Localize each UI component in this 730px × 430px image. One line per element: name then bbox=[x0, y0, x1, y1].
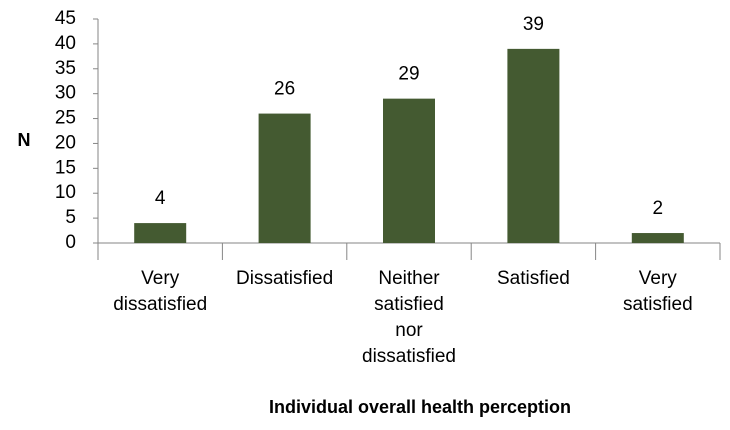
category-label: Very satisfied bbox=[623, 268, 693, 315]
bar bbox=[507, 48, 560, 243]
data-label: 39 bbox=[523, 14, 544, 35]
y-tick-label: 25 bbox=[55, 108, 76, 129]
category-label: Neither satisfied nor dissatisfied bbox=[362, 268, 456, 367]
y-axis: 0 5 10 15 20 25 30 35 40 45 bbox=[55, 8, 99, 253]
data-label: 2 bbox=[653, 198, 664, 219]
x-axis-title: Individual overall health perception bbox=[269, 397, 571, 417]
y-tick-label: 15 bbox=[55, 157, 76, 178]
data-label: 4 bbox=[155, 188, 166, 209]
y-tick-label: 40 bbox=[55, 33, 76, 54]
y-tick-label: 45 bbox=[55, 8, 76, 29]
category-label: Very dissatisfied bbox=[113, 268, 207, 315]
y-tick-label: 10 bbox=[55, 182, 76, 203]
y-axis-title: N bbox=[18, 130, 31, 150]
data-labels: 4 26 29 39 2 bbox=[155, 14, 663, 219]
category-labels: Very dissatisfied Dissatisfied Neither satis… bbox=[113, 268, 692, 367]
bar bbox=[134, 223, 187, 243]
bar bbox=[383, 98, 435, 244]
data-label: 26 bbox=[274, 79, 295, 100]
bar bbox=[631, 233, 684, 243]
data-label: 29 bbox=[398, 64, 419, 85]
y-tick-label: 0 bbox=[65, 232, 76, 253]
category-label: Satisfied bbox=[497, 268, 570, 289]
y-tick-label: 35 bbox=[55, 58, 76, 79]
y-tick-label: 20 bbox=[55, 132, 76, 153]
bar bbox=[258, 113, 311, 243]
y-tick-label: 30 bbox=[55, 83, 76, 104]
category-label: Dissatisfied bbox=[236, 268, 333, 289]
bars bbox=[134, 48, 684, 244]
y-tick-label: 5 bbox=[65, 207, 76, 228]
x-axis bbox=[97, 242, 721, 260]
